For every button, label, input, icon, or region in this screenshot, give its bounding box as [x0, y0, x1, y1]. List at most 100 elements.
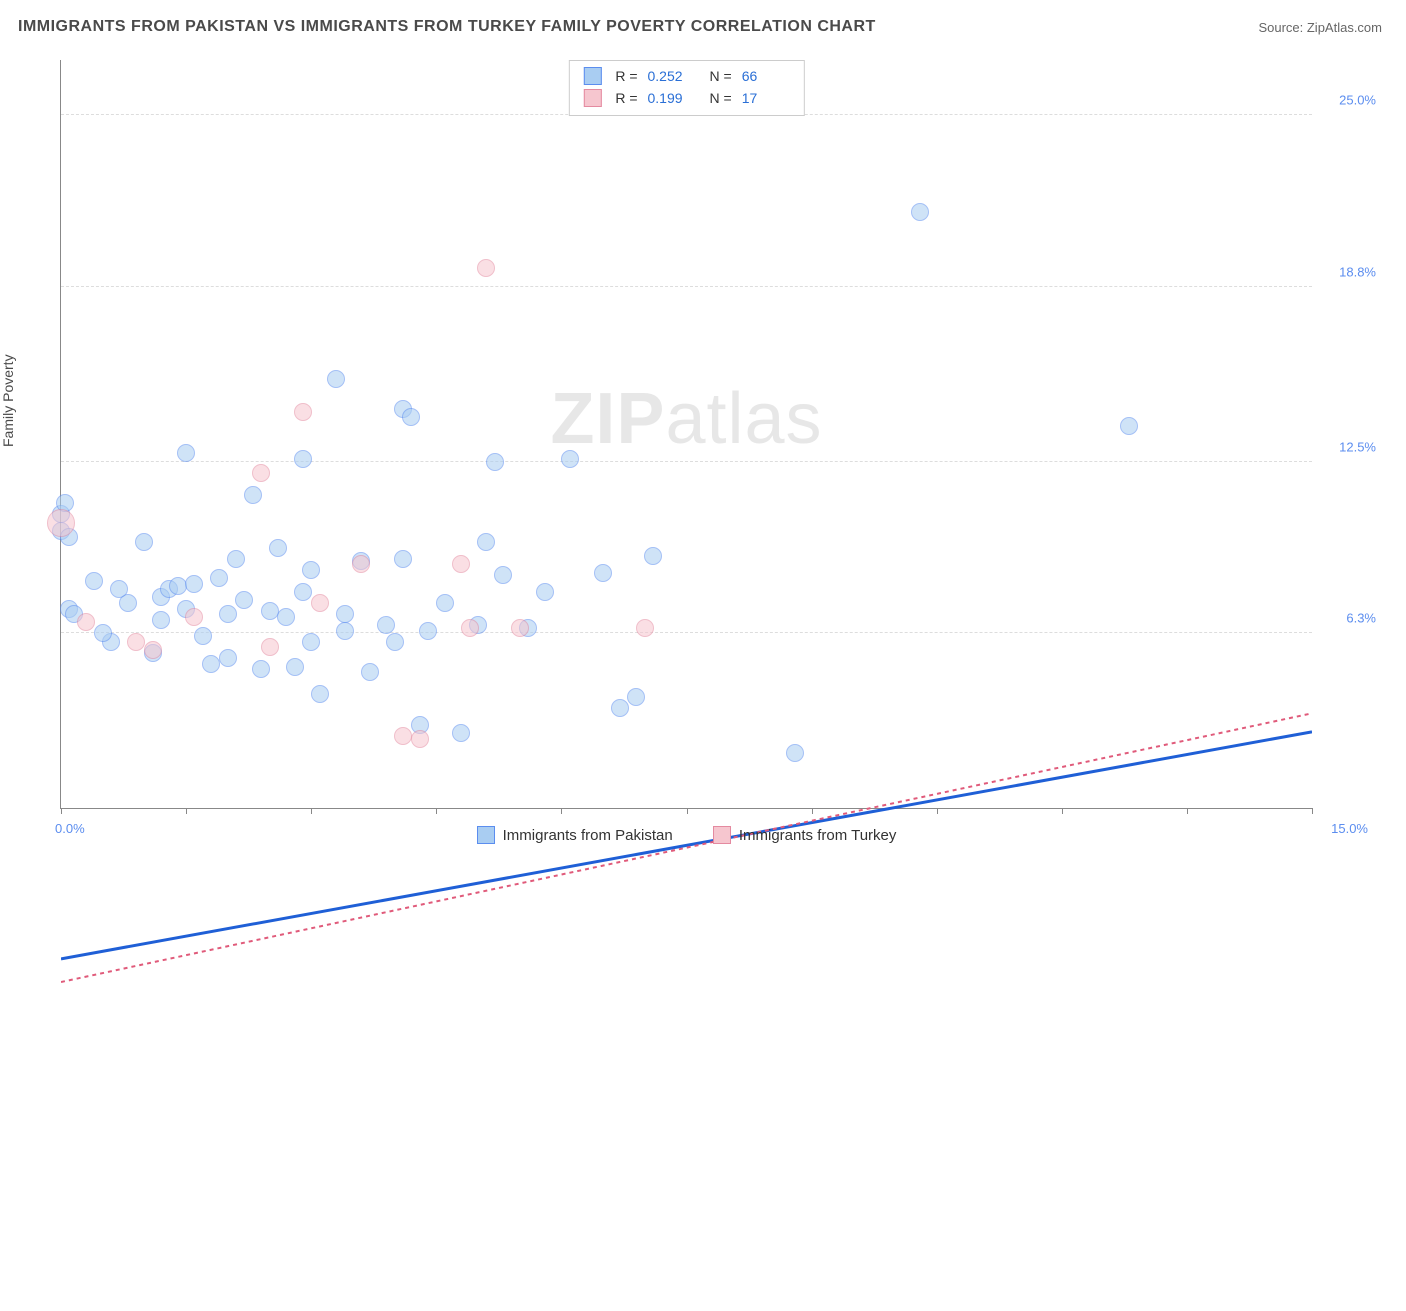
- data-point-turkey: [511, 619, 529, 637]
- x-tick-mark: [937, 808, 938, 814]
- data-point-turkey: [252, 464, 270, 482]
- data-point-turkey: [185, 608, 203, 626]
- data-point-pakistan: [494, 566, 512, 584]
- data-point-pakistan: [477, 533, 495, 551]
- data-point-pakistan: [402, 408, 420, 426]
- data-point-pakistan: [261, 602, 279, 620]
- data-point-turkey: [77, 613, 95, 631]
- data-point-pakistan: [202, 655, 220, 673]
- data-point-turkey: [47, 509, 75, 537]
- data-point-pakistan: [377, 616, 395, 634]
- data-point-pakistan: [394, 550, 412, 568]
- data-point-turkey: [394, 727, 412, 745]
- chart-title: IMMIGRANTS FROM PAKISTAN VS IMMIGRANTS F…: [18, 18, 876, 36]
- y-tick-label: 25.0%: [1339, 93, 1376, 108]
- data-point-pakistan: [85, 572, 103, 590]
- data-point-pakistan: [177, 444, 195, 462]
- data-point-pakistan: [227, 550, 245, 568]
- x-tick-label-right: 15.0%: [1331, 821, 1368, 836]
- data-point-turkey: [311, 594, 329, 612]
- data-point-pakistan: [486, 453, 504, 471]
- data-point-turkey: [461, 619, 479, 637]
- data-point-pakistan: [219, 649, 237, 667]
- data-point-pakistan: [361, 663, 379, 681]
- n-label: N =: [710, 65, 732, 87]
- y-tick-label: 12.5%: [1339, 439, 1376, 454]
- data-point-pakistan: [594, 564, 612, 582]
- source-credit: Source: ZipAtlas.com: [1258, 20, 1382, 35]
- data-point-turkey: [144, 641, 162, 659]
- y-tick-label: 6.3%: [1346, 611, 1376, 626]
- data-point-pakistan: [235, 591, 253, 609]
- data-point-turkey: [452, 555, 470, 573]
- data-point-pakistan: [269, 539, 287, 557]
- gridline-h: [61, 286, 1312, 287]
- data-point-pakistan: [169, 577, 187, 595]
- series-legend: Immigrants from Pakistan Immigrants from…: [61, 826, 1312, 848]
- x-tick-mark: [1187, 808, 1188, 814]
- y-tick-label: 18.8%: [1339, 265, 1376, 280]
- swatch-turkey: [583, 89, 601, 107]
- correlation-legend: R = 0.252 N = 66 R = 0.199 N = 17: [568, 60, 804, 116]
- data-point-pakistan: [786, 744, 804, 762]
- legend-row-turkey: R = 0.199 N = 17: [583, 87, 789, 109]
- data-point-pakistan: [302, 561, 320, 579]
- data-point-pakistan: [561, 450, 579, 468]
- data-point-pakistan: [302, 633, 320, 651]
- legend-item-pakistan: Immigrants from Pakistan: [477, 826, 673, 844]
- data-point-pakistan: [219, 605, 237, 623]
- data-point-pakistan: [210, 569, 228, 587]
- data-point-pakistan: [94, 624, 112, 642]
- data-point-turkey: [636, 619, 654, 637]
- swatch-pakistan: [583, 67, 601, 85]
- gridline-h: [61, 632, 1312, 633]
- data-point-pakistan: [436, 594, 454, 612]
- n-label: N =: [710, 87, 732, 109]
- source-name: ZipAtlas.com: [1307, 20, 1382, 35]
- x-tick-mark: [436, 808, 437, 814]
- data-point-pakistan: [294, 450, 312, 468]
- data-point-pakistan: [110, 580, 128, 598]
- swatch-pakistan: [477, 826, 495, 844]
- r-label: R =: [615, 87, 637, 109]
- x-tick-mark: [186, 808, 187, 814]
- watermark-bold: ZIP: [550, 379, 665, 459]
- x-tick-mark: [311, 808, 312, 814]
- data-point-pakistan: [336, 622, 354, 640]
- data-point-pakistan: [644, 547, 662, 565]
- data-point-turkey: [294, 403, 312, 421]
- plot-area: ZIPatlas R = 0.252 N = 66 R = 0.199 N = …: [60, 60, 1312, 809]
- r-value-turkey: 0.199: [648, 87, 696, 109]
- data-point-turkey: [411, 730, 429, 748]
- data-point-pakistan: [452, 724, 470, 742]
- x-tick-label-left: 0.0%: [55, 821, 85, 836]
- x-tick-mark: [1312, 808, 1313, 814]
- x-tick-mark: [1062, 808, 1063, 814]
- data-point-pakistan: [294, 583, 312, 601]
- watermark: ZIPatlas: [550, 378, 822, 460]
- data-point-pakistan: [286, 658, 304, 676]
- trend-lines: [61, 60, 1312, 1311]
- data-point-pakistan: [277, 608, 295, 626]
- data-point-pakistan: [135, 533, 153, 551]
- data-point-pakistan: [152, 611, 170, 629]
- data-point-turkey: [477, 259, 495, 277]
- data-point-pakistan: [185, 575, 203, 593]
- data-point-pakistan: [194, 627, 212, 645]
- data-point-pakistan: [336, 605, 354, 623]
- data-point-pakistan: [611, 699, 629, 717]
- data-point-pakistan: [1120, 417, 1138, 435]
- data-point-pakistan: [536, 583, 554, 601]
- data-point-turkey: [127, 633, 145, 651]
- gridline-h: [61, 461, 1312, 462]
- data-point-pakistan: [327, 370, 345, 388]
- chart-container: Family Poverty ZIPatlas R = 0.252 N = 66…: [18, 60, 1382, 857]
- data-point-pakistan: [627, 688, 645, 706]
- data-point-pakistan: [419, 622, 437, 640]
- x-tick-mark: [812, 808, 813, 814]
- n-value-turkey: 17: [742, 87, 790, 109]
- data-point-pakistan: [911, 203, 929, 221]
- x-tick-mark: [561, 808, 562, 814]
- data-point-pakistan: [386, 633, 404, 651]
- legend-label-pakistan: Immigrants from Pakistan: [503, 827, 673, 844]
